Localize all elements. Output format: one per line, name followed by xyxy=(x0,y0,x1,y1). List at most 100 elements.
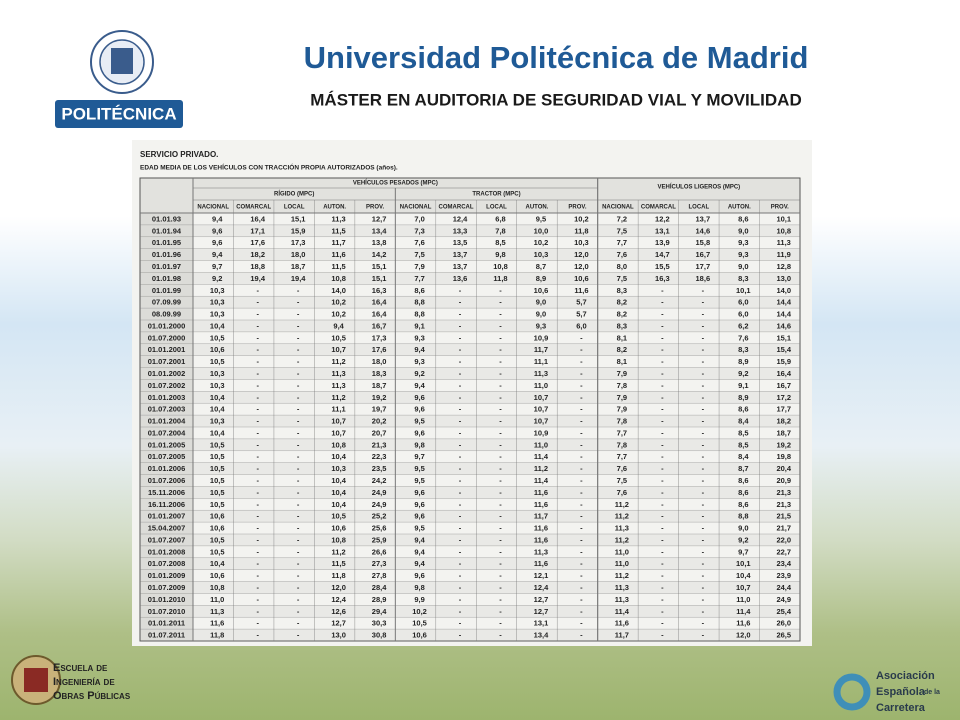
row-date: 01.07.2008 xyxy=(148,559,186,568)
table-cell: 9,2 xyxy=(212,274,222,283)
table-cell: - xyxy=(702,476,705,485)
table-cell: 10,2 xyxy=(331,298,346,307)
column-label: LOCAL xyxy=(688,205,709,211)
table-cell: 9,6 xyxy=(414,405,424,414)
row-band xyxy=(193,438,800,451)
table-cell: 30,8 xyxy=(372,631,387,640)
table-cell: - xyxy=(580,369,583,378)
table-cell: - xyxy=(459,357,462,366)
table-cell: - xyxy=(702,583,705,592)
table-cell: 7,8 xyxy=(617,417,627,426)
table-cell: 18,2 xyxy=(250,250,265,259)
table: VEHÍCULOS PESADOS (MPC) RÍGIDO (MPC) TRACT… xyxy=(139,177,801,642)
table-cell: - xyxy=(580,381,583,390)
table-cell: 10,4 xyxy=(331,488,346,497)
table-cell: - xyxy=(256,357,259,366)
row-band xyxy=(193,248,800,261)
table-cell: 9,4 xyxy=(414,345,425,354)
table-cell: 18,0 xyxy=(291,250,306,259)
table-cell: 9,7 xyxy=(414,452,424,461)
table-cell: - xyxy=(499,476,502,485)
table-cell: - xyxy=(499,345,502,354)
table-cell: 12,0 xyxy=(574,262,589,271)
row-date: 01.07.2001 xyxy=(148,357,186,366)
table-cell: 7,2 xyxy=(617,214,627,223)
table-cell: - xyxy=(256,428,259,437)
table-cell: - xyxy=(256,405,259,414)
table-cell: - xyxy=(297,440,300,449)
table-cell: - xyxy=(499,405,502,414)
table-cell: - xyxy=(580,464,583,473)
table-cell: - xyxy=(256,631,259,640)
table-cell: 8,5 xyxy=(495,238,505,247)
table-cell: 10,6 xyxy=(210,345,225,354)
table-cell: - xyxy=(499,500,502,509)
table-cell: - xyxy=(661,381,664,390)
row-band xyxy=(193,415,800,427)
table-cell: 8,3 xyxy=(738,345,748,354)
table-cell: 9,0 xyxy=(738,262,748,271)
column-label: NACIONAL xyxy=(400,205,432,211)
table-cell: - xyxy=(499,619,502,628)
row-band xyxy=(193,557,800,570)
table-cell: 14,0 xyxy=(331,286,346,295)
table-cell: 7,6 xyxy=(617,250,627,259)
table-cell: - xyxy=(459,631,462,640)
table-cell: 10,3 xyxy=(331,464,346,473)
upm-logo: POLITÉCNICA xyxy=(55,30,183,128)
table-cell: 11,2 xyxy=(615,512,629,521)
table-cell: - xyxy=(499,559,502,568)
table-cell: 7,7 xyxy=(617,428,627,437)
table-cell: 11,2 xyxy=(332,357,346,366)
table-cell: - xyxy=(702,310,705,319)
table-cell: - xyxy=(499,488,502,497)
table-cell: 17,3 xyxy=(372,333,387,342)
table-cell: 11,0 xyxy=(615,547,629,556)
column-label: PROV. xyxy=(771,205,789,211)
table-cell: - xyxy=(459,607,462,616)
table-cell: 8,3 xyxy=(738,274,748,283)
table-cell: - xyxy=(499,321,502,330)
table-cell: - xyxy=(661,500,664,509)
table-cell: 27,3 xyxy=(372,559,387,568)
table-cell: 7,9 xyxy=(617,405,627,414)
table-cell: - xyxy=(297,476,300,485)
table-cell: 18,7 xyxy=(776,428,791,437)
table-cell: 11,3 xyxy=(615,524,629,533)
table-cell: 10,3 xyxy=(210,417,225,426)
table-cell: - xyxy=(256,393,259,402)
subtitle: MÁSTER EN AUDITORIA DE SEGURIDAD VIAL Y … xyxy=(310,90,801,109)
table-cell: 10,4 xyxy=(331,476,346,485)
table-cell: 8,4 xyxy=(738,417,749,426)
table-cell: 11,3 xyxy=(332,214,346,223)
table-cell: - xyxy=(499,535,502,544)
table-cell: 7,7 xyxy=(617,452,627,461)
table-cell: 10,6 xyxy=(412,631,427,640)
table-cell: 19,4 xyxy=(250,274,265,283)
table-cell: 10,3 xyxy=(210,286,225,295)
table-cell: - xyxy=(661,405,664,414)
table-cell: - xyxy=(499,595,502,604)
table-cell: - xyxy=(580,417,583,426)
table-cell: 8,6 xyxy=(738,476,748,485)
table-cell: - xyxy=(580,607,583,616)
table-cell: 10,5 xyxy=(210,476,225,485)
table-cell: - xyxy=(297,369,300,378)
table-cell: 10,5 xyxy=(210,440,225,449)
table-cell: - xyxy=(297,381,300,390)
table-cell: 9,4 xyxy=(414,535,425,544)
table-cell: 10,4 xyxy=(210,393,225,402)
table-cell: 13,5 xyxy=(453,238,468,247)
table-cell: 10,4 xyxy=(736,571,751,580)
table-cell: 12,4 xyxy=(534,583,549,592)
table-cell: 17,6 xyxy=(250,238,265,247)
table-cell: 7,7 xyxy=(617,238,627,247)
table-cell: - xyxy=(499,357,502,366)
row-date: 16.11.2006 xyxy=(148,500,185,509)
table-cell: - xyxy=(459,310,462,319)
table-cell: 10,9 xyxy=(534,333,549,342)
row-date: 07.09.99 xyxy=(152,298,181,307)
table-cell: 9,6 xyxy=(212,238,222,247)
row-date: 01.01.2004 xyxy=(148,417,186,426)
group-label: VEHÍCULOS PESADOS (MPC) xyxy=(353,179,438,187)
